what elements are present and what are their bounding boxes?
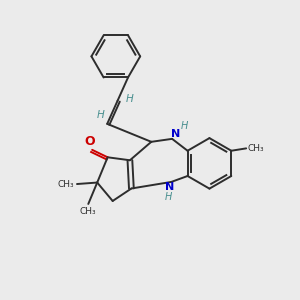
Text: CH₃: CH₃ <box>58 179 75 188</box>
Text: CH₃: CH₃ <box>248 144 265 153</box>
Text: N: N <box>171 129 180 140</box>
Text: H: H <box>180 121 188 130</box>
Text: CH₃: CH₃ <box>80 207 97 216</box>
Text: O: O <box>85 135 95 148</box>
Text: H: H <box>97 110 105 120</box>
Text: H: H <box>165 192 172 203</box>
Text: N: N <box>165 182 174 192</box>
Text: H: H <box>126 94 134 104</box>
